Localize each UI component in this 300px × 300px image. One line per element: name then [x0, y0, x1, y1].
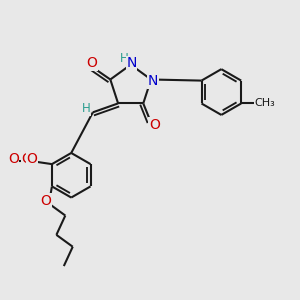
Text: O: O: [8, 152, 19, 166]
Text: O: O: [149, 118, 160, 132]
Text: N: N: [148, 74, 158, 88]
Text: O: O: [86, 56, 97, 70]
Text: CH₃: CH₃: [255, 98, 275, 108]
Text: H: H: [82, 102, 91, 115]
Text: O: O: [21, 152, 32, 166]
Text: N: N: [126, 56, 137, 70]
Text: O: O: [40, 194, 51, 208]
Text: O: O: [26, 152, 37, 167]
Text: H: H: [120, 52, 128, 65]
